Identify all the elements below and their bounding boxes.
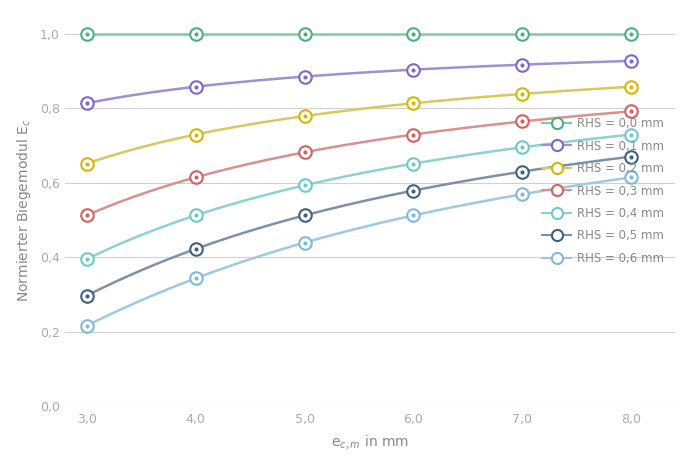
Legend: RHS = 0,0 mm, RHS = 0,1 mm, RHS = 0,2 mm, RHS = 0,3 mm, RHS = 0,4 mm, RHS = 0,5 : RHS = 0,0 mm, RHS = 0,1 mm, RHS = 0,2 mm… [538,112,669,269]
Y-axis label: Normierter Biegemodul E$_c$: Normierter Biegemodul E$_c$ [15,119,33,302]
X-axis label: e$_{c,m}$ in mm: e$_{c,m}$ in mm [331,433,409,451]
